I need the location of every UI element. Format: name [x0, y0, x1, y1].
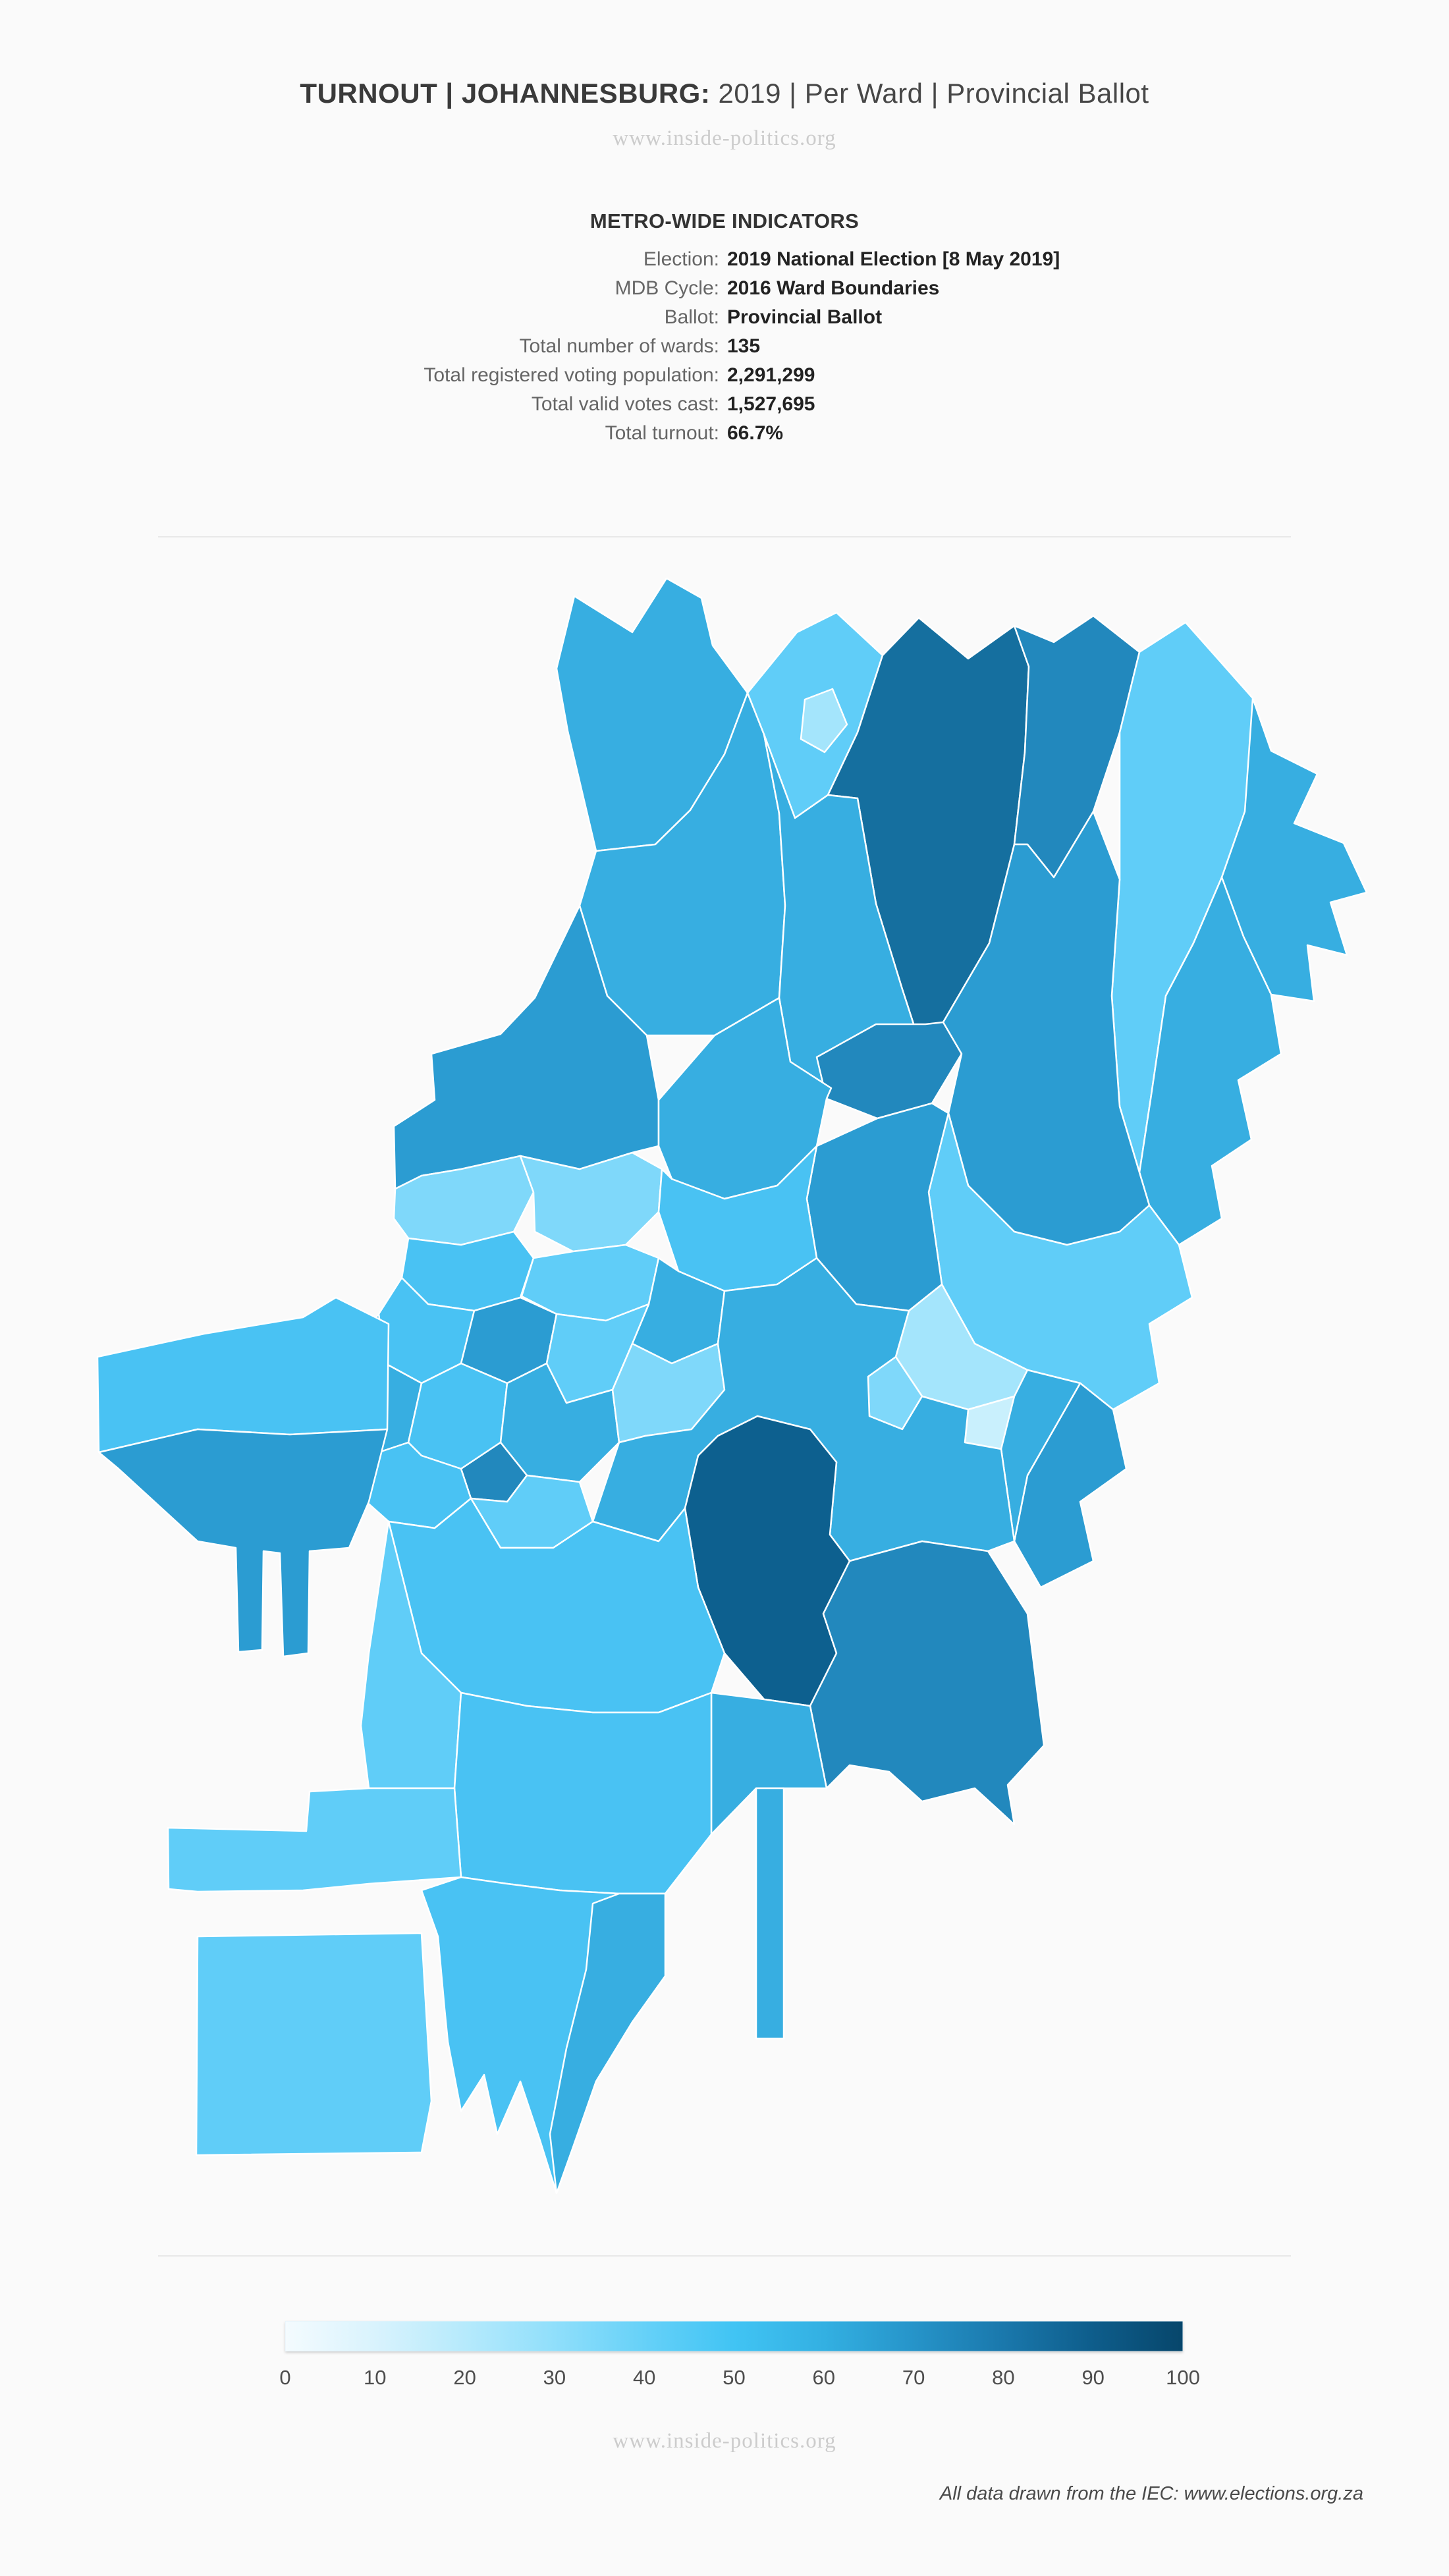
indicator-label: Election: — [643, 248, 719, 270]
ward — [393, 1155, 535, 1246]
turnout-color-scale — [285, 2321, 1183, 2351]
ward — [657, 997, 833, 1200]
divider-bottom — [158, 2255, 1291, 2257]
metro-indicators-block: METRO-WIDE INDICATORS Election: 2019 Nati… — [0, 209, 1449, 448]
indicator-label: Total valid votes cast: — [531, 393, 719, 415]
ward — [1138, 876, 1282, 1246]
indicator-label: Total turnout: — [605, 422, 719, 444]
watermark-bottom: www.inside-politics.org — [613, 2429, 836, 2453]
indicator-value: 1,527,695 — [727, 393, 815, 415]
color-scale-tick-label: 50 — [723, 2366, 746, 2389]
color-scale-tick-label: 90 — [1081, 2366, 1105, 2389]
ward — [167, 1787, 462, 1893]
indicator-row: Total registered voting population: 2,291… — [0, 361, 1449, 390]
ward — [549, 1892, 667, 2195]
ward — [755, 1787, 785, 2040]
indicator-label: MDB Cycle: — [615, 277, 719, 299]
watermark-top: www.inside-politics.org — [613, 126, 836, 150]
ward — [519, 1151, 663, 1253]
indicator-row: Election: 2019 National Election [8 May 2… — [0, 245, 1449, 274]
ward — [97, 1428, 389, 1658]
indicator-label: Ballot: — [664, 306, 719, 328]
divider-top — [158, 536, 1291, 537]
color-scale-tick-label: 70 — [902, 2366, 925, 2389]
indicator-row: Total turnout: 66.7% — [0, 419, 1449, 448]
indicator-value: 2,291,299 — [727, 364, 815, 386]
indicator-label: Total number of wards: — [519, 335, 719, 357]
indicator-label: Total registered voting population: — [424, 364, 719, 386]
color-scale-tick-label: 10 — [364, 2366, 387, 2389]
ward — [195, 1932, 433, 2156]
color-scale-tick-label: 20 — [453, 2366, 476, 2389]
indicator-value: Provincial Ballot — [727, 306, 883, 328]
color-scale-tick-label: 80 — [992, 2366, 1015, 2389]
turnout-choropleth-map — [0, 534, 1449, 2257]
ward-polygons — [96, 577, 1368, 2195]
indicator-row: MDB Cycle: 2016 Ward Boundaries — [0, 274, 1449, 303]
page-title-rest: 2019 | Per Ward | Provincial Ballot — [710, 78, 1149, 109]
color-scale-tick-label: 100 — [1166, 2366, 1200, 2389]
indicator-value: 135 — [727, 335, 761, 357]
indicator-row: Ballot: Provincial Ballot — [0, 303, 1449, 332]
ward — [96, 1296, 390, 1454]
indicator-value: 66.7% — [727, 422, 784, 444]
data-source-credit: All data drawn from the IEC: www.electio… — [939, 2483, 1363, 2504]
indicator-value: 2019 National Election [8 May 2019] — [727, 248, 1060, 270]
color-scale-tick-label: 0 — [279, 2366, 291, 2389]
ward — [657, 1145, 818, 1292]
color-scale-tick-label: 30 — [543, 2366, 566, 2389]
color-scale-tick-label: 60 — [812, 2366, 836, 2389]
ward — [809, 1540, 1045, 1826]
page-title-bold: TURNOUT | JOHANNESBURG: — [300, 78, 711, 109]
page-title: TURNOUT | JOHANNESBURG: 2019 | Per Ward … — [0, 78, 1449, 109]
ward — [800, 688, 848, 754]
indicator-row: Total valid votes cast: 1,527,695 — [0, 390, 1449, 419]
ward — [1000, 1369, 1081, 1543]
color-scale-tick-label: 40 — [632, 2366, 656, 2389]
indicator-value: 2016 Ward Boundaries — [727, 277, 940, 299]
ward — [453, 1691, 713, 1895]
metro-indicators-rows: Election: 2019 National Election [8 May 2… — [0, 245, 1449, 448]
color-scale-ticks: 0 10 20 30 40 50 60 70 80 90 100 — [0, 2366, 1449, 2399]
metro-indicators-heading: METRO-WIDE INDICATORS — [589, 209, 860, 233]
color-scale-bar — [285, 2321, 1183, 2351]
indicator-row: Total number of wards: 135 — [0, 332, 1449, 361]
